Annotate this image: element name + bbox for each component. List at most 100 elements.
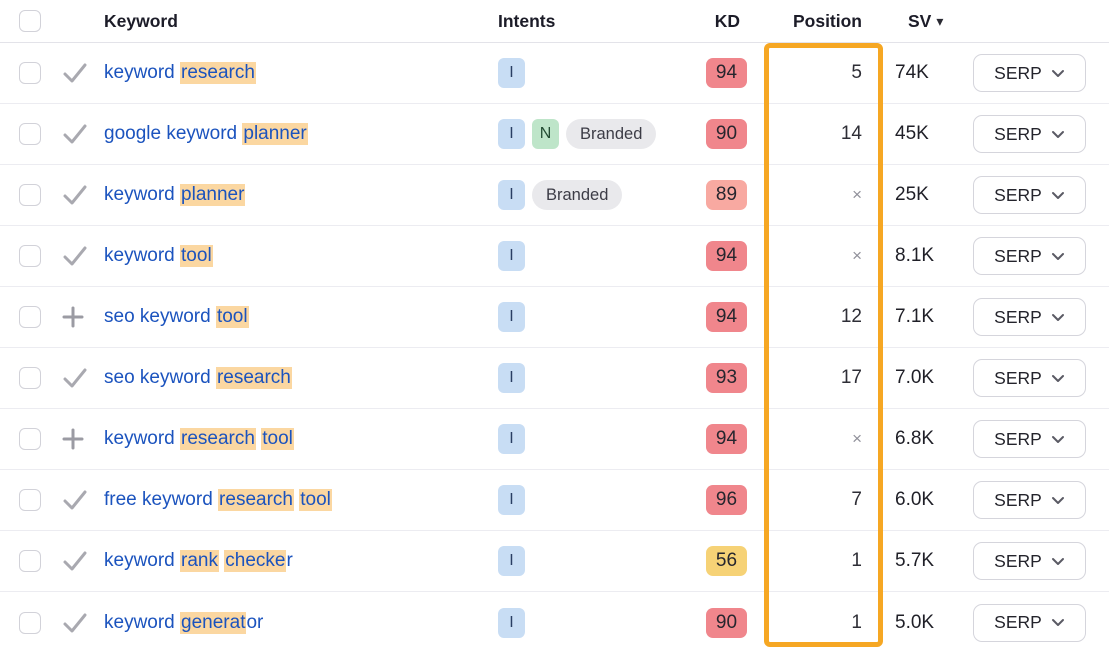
- kd-badge: 96: [706, 485, 747, 515]
- row-checkbox[interactable]: [19, 367, 41, 389]
- row-checkbox[interactable]: [19, 245, 41, 267]
- cell-action: [56, 428, 104, 450]
- cell-action: [56, 245, 104, 267]
- keyword-link[interactable]: seo keyword tool: [104, 306, 249, 328]
- check-icon[interactable]: [62, 612, 88, 634]
- cell-search-volume: 45K: [895, 123, 929, 144]
- serp-button[interactable]: SERP: [973, 359, 1086, 397]
- cell-keyword: seo keyword research: [104, 367, 498, 389]
- cell-action: [56, 123, 104, 145]
- serp-button-label: SERP: [994, 367, 1042, 388]
- table-row: keyword research I 94 5 74K SERP: [0, 43, 1109, 104]
- column-header-position: Position: [792, 10, 862, 31]
- cell-kd: 94: [688, 58, 750, 88]
- cell-position: 7: [851, 489, 862, 510]
- intent-badge-i: I: [498, 363, 525, 393]
- cell-intents: I: [498, 363, 688, 393]
- cell-checkbox: [0, 184, 56, 206]
- keyword-link[interactable]: google keyword planner: [104, 123, 308, 145]
- keyword-text: keyword: [104, 550, 181, 571]
- cell-checkbox: [0, 611, 56, 634]
- cell-action: [56, 612, 104, 634]
- row-checkbox[interactable]: [19, 489, 41, 511]
- check-icon[interactable]: [62, 367, 88, 389]
- cell-serp: SERP: [969, 54, 1109, 92]
- cell-serp: SERP: [969, 359, 1109, 397]
- row-checkbox[interactable]: [19, 62, 41, 84]
- cell-checkbox: [0, 428, 56, 450]
- intent-badge-i: I: [498, 302, 525, 332]
- check-icon[interactable]: [62, 489, 88, 511]
- keyword-text: keyword: [104, 184, 181, 205]
- keyword-text: seo keyword: [104, 367, 216, 388]
- serp-button-label: SERP: [994, 428, 1042, 449]
- cell-position: ×: [852, 429, 862, 448]
- keyword-text: seo keyword: [104, 306, 216, 327]
- row-checkbox[interactable]: [19, 428, 41, 450]
- serp-button[interactable]: SERP: [973, 481, 1086, 519]
- keyword-link[interactable]: keyword planner: [104, 184, 246, 206]
- keyword-link[interactable]: seo keyword research: [104, 367, 292, 389]
- table-row: free keyword research tool I 96 7 6.0K S…: [0, 470, 1109, 531]
- keyword-link[interactable]: keyword rank checker: [104, 550, 293, 572]
- cell-keyword: keyword generator: [104, 611, 498, 634]
- select-all-checkbox[interactable]: [19, 10, 41, 32]
- keyword-link[interactable]: keyword research tool: [104, 428, 294, 450]
- cell-keyword: seo keyword tool: [104, 306, 498, 328]
- check-icon[interactable]: [62, 550, 88, 572]
- cell-position: 14: [840, 123, 862, 144]
- plus-icon[interactable]: [62, 428, 84, 450]
- cell-intents: I: [498, 485, 688, 515]
- serp-button[interactable]: SERP: [973, 176, 1086, 214]
- column-header-intents: Intents: [498, 10, 556, 31]
- intent-badge-i: I: [498, 485, 525, 515]
- cell-serp: SERP: [969, 237, 1109, 275]
- keyword-highlighted-text: research: [180, 62, 256, 84]
- kd-badge: 94: [706, 424, 747, 454]
- sv-header-label: SV: [908, 10, 932, 31]
- row-checkbox[interactable]: [19, 123, 41, 145]
- cell-action: [56, 489, 104, 511]
- serp-button[interactable]: SERP: [973, 115, 1086, 153]
- cell-position: 17: [840, 367, 862, 388]
- serp-button[interactable]: SERP: [973, 54, 1086, 92]
- serp-button[interactable]: SERP: [973, 603, 1086, 642]
- keyword-highlighted-text: tool: [261, 428, 294, 450]
- row-checkbox[interactable]: [19, 550, 41, 572]
- row-checkbox[interactable]: [19, 611, 41, 634]
- cell-serp: SERP: [969, 542, 1109, 580]
- cell-checkbox: [0, 62, 56, 84]
- check-icon[interactable]: [62, 245, 88, 267]
- keyword-link[interactable]: keyword generator: [104, 611, 263, 634]
- table-body: keyword research I 94 5 74K SERP: [0, 43, 1109, 653]
- check-icon[interactable]: [62, 184, 88, 206]
- serp-button[interactable]: SERP: [973, 420, 1086, 458]
- keyword-highlighted-text: rank: [180, 550, 219, 572]
- cell-position: ×: [852, 185, 862, 204]
- serp-button[interactable]: SERP: [973, 237, 1086, 275]
- keyword-text: r: [286, 550, 293, 571]
- keyword-link[interactable]: keyword tool: [104, 245, 213, 267]
- cell-intents: I: [498, 546, 688, 576]
- kd-badge: 56: [706, 546, 747, 576]
- check-icon[interactable]: [62, 123, 88, 145]
- plus-icon[interactable]: [62, 306, 84, 328]
- cell-checkbox: [0, 489, 56, 511]
- keyword-link[interactable]: keyword research: [104, 62, 256, 84]
- cell-keyword: keyword research: [104, 62, 498, 84]
- keyword-text: free keyword: [104, 489, 219, 510]
- check-icon[interactable]: [62, 62, 88, 84]
- column-header-sv[interactable]: SV ▾: [883, 11, 969, 32]
- cell-search-volume: 5.7K: [895, 550, 935, 571]
- cell-checkbox: [0, 550, 56, 572]
- chevron-down-icon: [1051, 69, 1064, 77]
- cell-search-volume: 25K: [895, 184, 929, 205]
- cell-kd: 56: [688, 546, 750, 576]
- keyword-link[interactable]: free keyword research tool: [104, 489, 332, 511]
- cell-kd: 93: [688, 363, 750, 393]
- row-checkbox[interactable]: [19, 184, 41, 206]
- row-checkbox[interactable]: [19, 306, 41, 328]
- chevron-down-icon: [1051, 252, 1064, 260]
- serp-button[interactable]: SERP: [973, 542, 1086, 580]
- serp-button[interactable]: SERP: [973, 298, 1086, 336]
